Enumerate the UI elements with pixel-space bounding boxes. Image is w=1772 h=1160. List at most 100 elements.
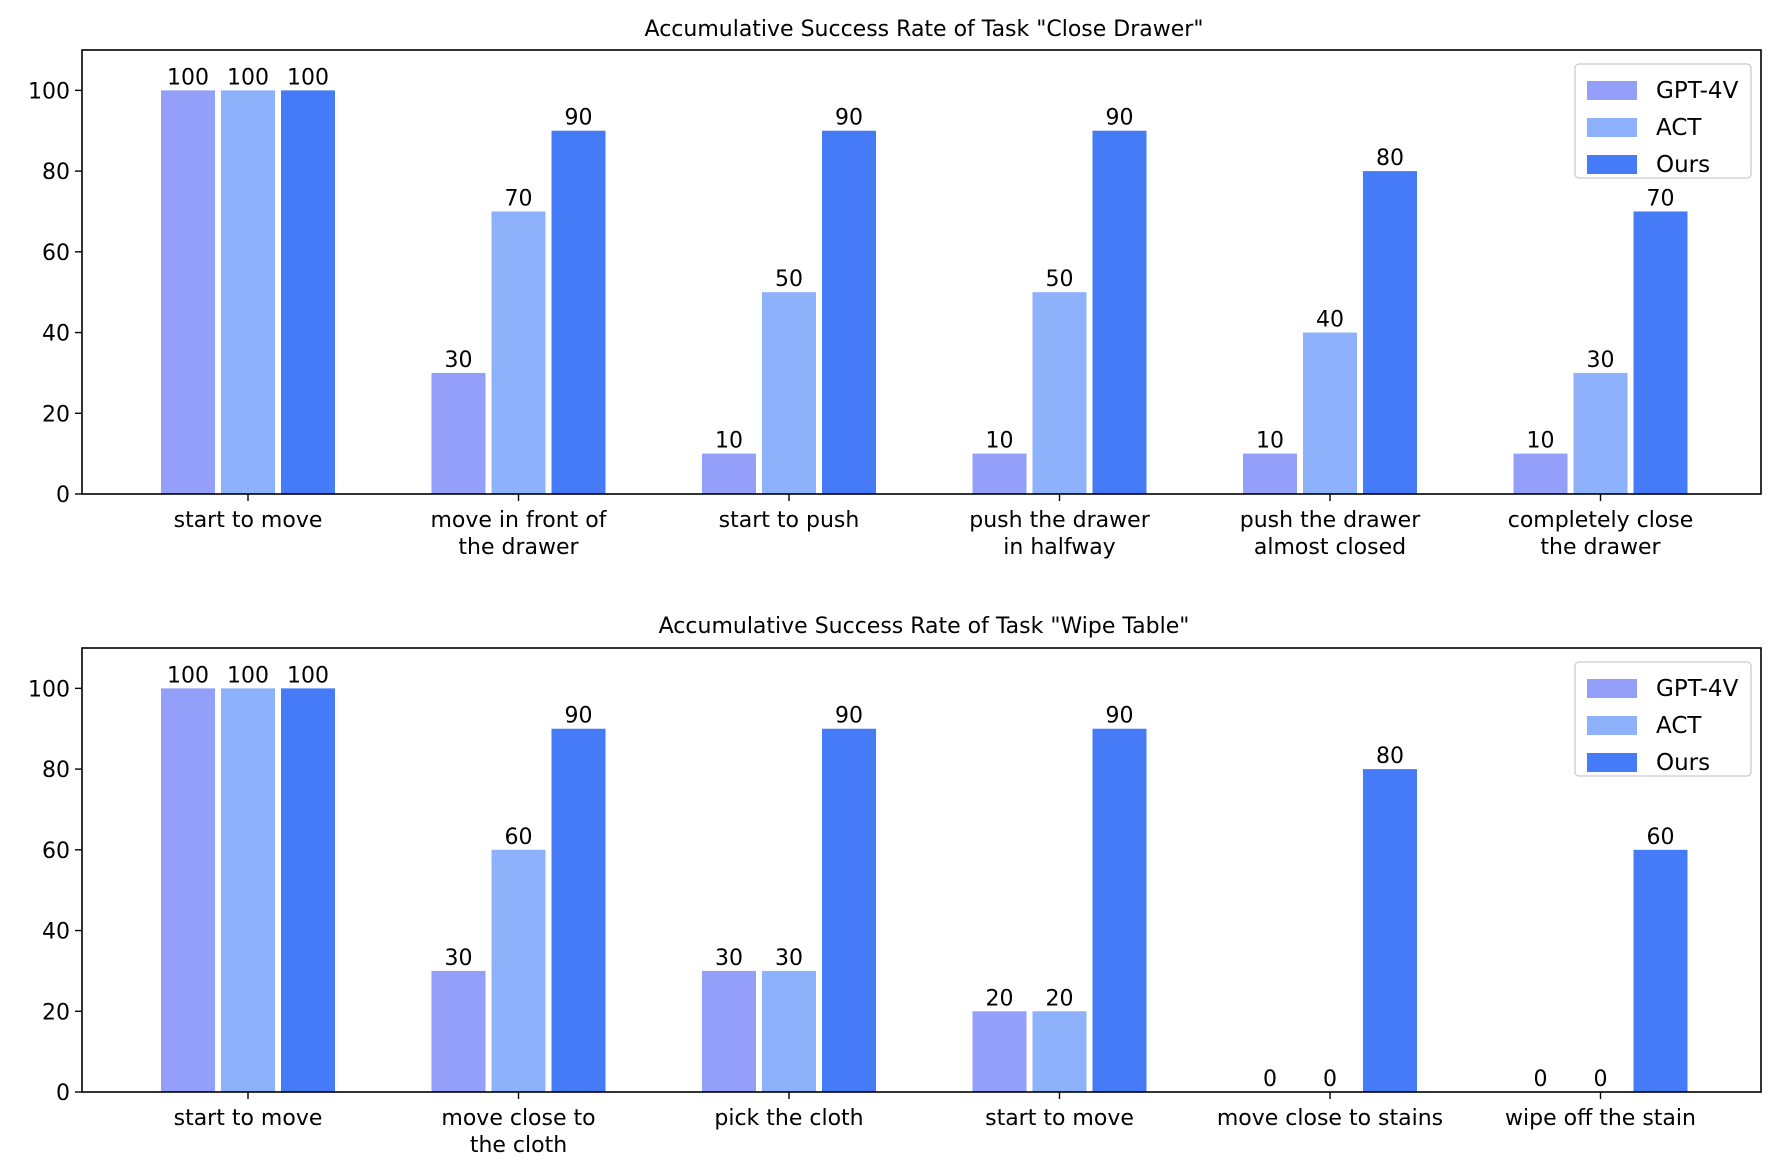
bar-gpt-4v [972, 1011, 1027, 1092]
chart-title: Accumulative Success Rate of Task "Close… [645, 17, 1204, 42]
data-label: 0 [1594, 1067, 1608, 1092]
x-tick-label: move in front of the drawer [430, 508, 607, 560]
y-axis: 0 20 40 60 80 100 [28, 79, 82, 508]
bar-act [221, 90, 275, 494]
bar-act [1573, 372, 1628, 494]
data-label: 10 [1527, 429, 1555, 454]
data-label: 30 [775, 946, 803, 971]
chart-close-drawer: Accumulative Success Rate of Task "Close… [28, 17, 1762, 560]
bar-ours [822, 130, 876, 494]
legend-swatch-ours [1587, 155, 1637, 174]
legend-label: ACT [1656, 115, 1702, 141]
bar-ours [281, 688, 335, 1092]
data-label: 100 [227, 663, 269, 688]
data-label: 90 [1106, 106, 1134, 131]
data-label: 20 [1046, 986, 1074, 1011]
bar-act [221, 688, 275, 1092]
y-tick-label: 80 [42, 758, 70, 783]
bar-gpt-4v [1513, 453, 1568, 494]
legend-label: GPT-4V [1656, 78, 1739, 104]
data-label: 100 [227, 65, 269, 90]
x-tick-label: start to push [719, 508, 860, 533]
data-label: 60 [1647, 825, 1675, 850]
bar-ours [822, 728, 876, 1092]
bar-gpt-4v [972, 453, 1027, 494]
data-label: 80 [1376, 744, 1404, 769]
x-tick-label: start to move [174, 508, 323, 533]
legend-swatch-ours [1587, 753, 1637, 772]
bar-gpt-4v [1243, 453, 1297, 494]
legend-swatch-gpt-4v [1587, 81, 1637, 100]
data-label: 40 [1316, 308, 1344, 333]
data-label: 70 [1647, 186, 1675, 211]
chart-title: Accumulative Success Rate of Task "Wipe … [659, 614, 1190, 639]
bar-ours [1633, 211, 1688, 495]
bar-gpt-4v [702, 970, 756, 1092]
data-label: 30 [1587, 348, 1615, 373]
bar-gpt-4v [161, 688, 215, 1092]
x-axis: start to move move close to the cloth pick … [174, 1092, 1696, 1158]
legend-label: Ours [1656, 152, 1710, 178]
legend-label: Ours [1656, 750, 1710, 776]
data-label: 100 [167, 65, 209, 90]
bar-ours [281, 90, 335, 494]
legend: GPT-4V ACT Ours [1574, 63, 1752, 179]
y-tick-label: 60 [42, 839, 70, 864]
bar-gpt-4v [161, 90, 215, 494]
bar-act [1303, 332, 1357, 494]
bar-ours [551, 728, 606, 1092]
axes-frame [81, 49, 1762, 495]
x-tick-label: pick the cloth [714, 1106, 863, 1131]
legend-label: GPT-4V [1656, 676, 1739, 702]
x-tick-label: start to move [985, 1106, 1134, 1131]
y-tick-label: 80 [42, 160, 70, 185]
y-tick-label: 100 [28, 677, 70, 702]
data-label: 50 [775, 267, 803, 292]
bar-act [491, 211, 546, 495]
x-axis: start to move move in front of the drawer s… [174, 494, 1694, 560]
x-tick-label: push the drawer in halfway [969, 508, 1150, 560]
chart-wipe-table: Accumulative Success Rate of Task "Wipe … [28, 614, 1762, 1158]
x-tick-label: wipe off the stain [1505, 1106, 1696, 1131]
legend-swatch-gpt-4v [1587, 679, 1637, 698]
bars-group: 100 30 30 20 0 0 100 60 30 20 0 0 100 90 90 90 80 60 [161, 663, 1688, 1092]
y-tick-label: 0 [56, 1081, 70, 1106]
y-axis: 0 20 40 60 80 100 [28, 677, 82, 1106]
bar-gpt-4v [702, 453, 756, 494]
bar-act [762, 970, 816, 1092]
legend-swatch-act [1587, 118, 1637, 137]
bar-ours [1363, 769, 1417, 1092]
y-tick-label: 40 [42, 322, 70, 347]
data-label: 10 [986, 429, 1014, 454]
data-label: 20 [986, 986, 1014, 1011]
data-label: 100 [167, 663, 209, 688]
data-label: 100 [287, 65, 329, 90]
data-label: 0 [1263, 1067, 1277, 1092]
data-label: 30 [715, 946, 743, 971]
x-tick-label: completely close the drawer [1508, 508, 1694, 560]
bar-ours [1363, 171, 1417, 494]
data-label: 0 [1323, 1067, 1337, 1092]
bar-act [762, 292, 816, 494]
data-label: 90 [565, 704, 593, 729]
legend-swatch-act [1587, 716, 1637, 735]
data-label: 90 [835, 704, 863, 729]
axes-frame [81, 647, 1762, 1093]
bar-gpt-4v [431, 970, 486, 1092]
data-label: 90 [1106, 704, 1134, 729]
data-label: 80 [1376, 146, 1404, 171]
data-label: 90 [565, 106, 593, 131]
bar-ours [1633, 849, 1688, 1092]
data-label: 30 [445, 348, 473, 373]
data-label: 90 [835, 106, 863, 131]
bar-gpt-4v [431, 372, 486, 494]
y-tick-label: 20 [42, 1000, 70, 1025]
data-label: 10 [715, 429, 743, 454]
data-label: 30 [445, 946, 473, 971]
bar-ours [1092, 130, 1147, 494]
data-label: 50 [1046, 267, 1074, 292]
y-tick-label: 100 [28, 79, 70, 104]
bars-group: 100 30 10 10 10 10 100 70 50 50 40 30 100 90 90 90 80 70 [161, 65, 1688, 495]
x-tick-label: move close to the cloth [441, 1106, 595, 1158]
